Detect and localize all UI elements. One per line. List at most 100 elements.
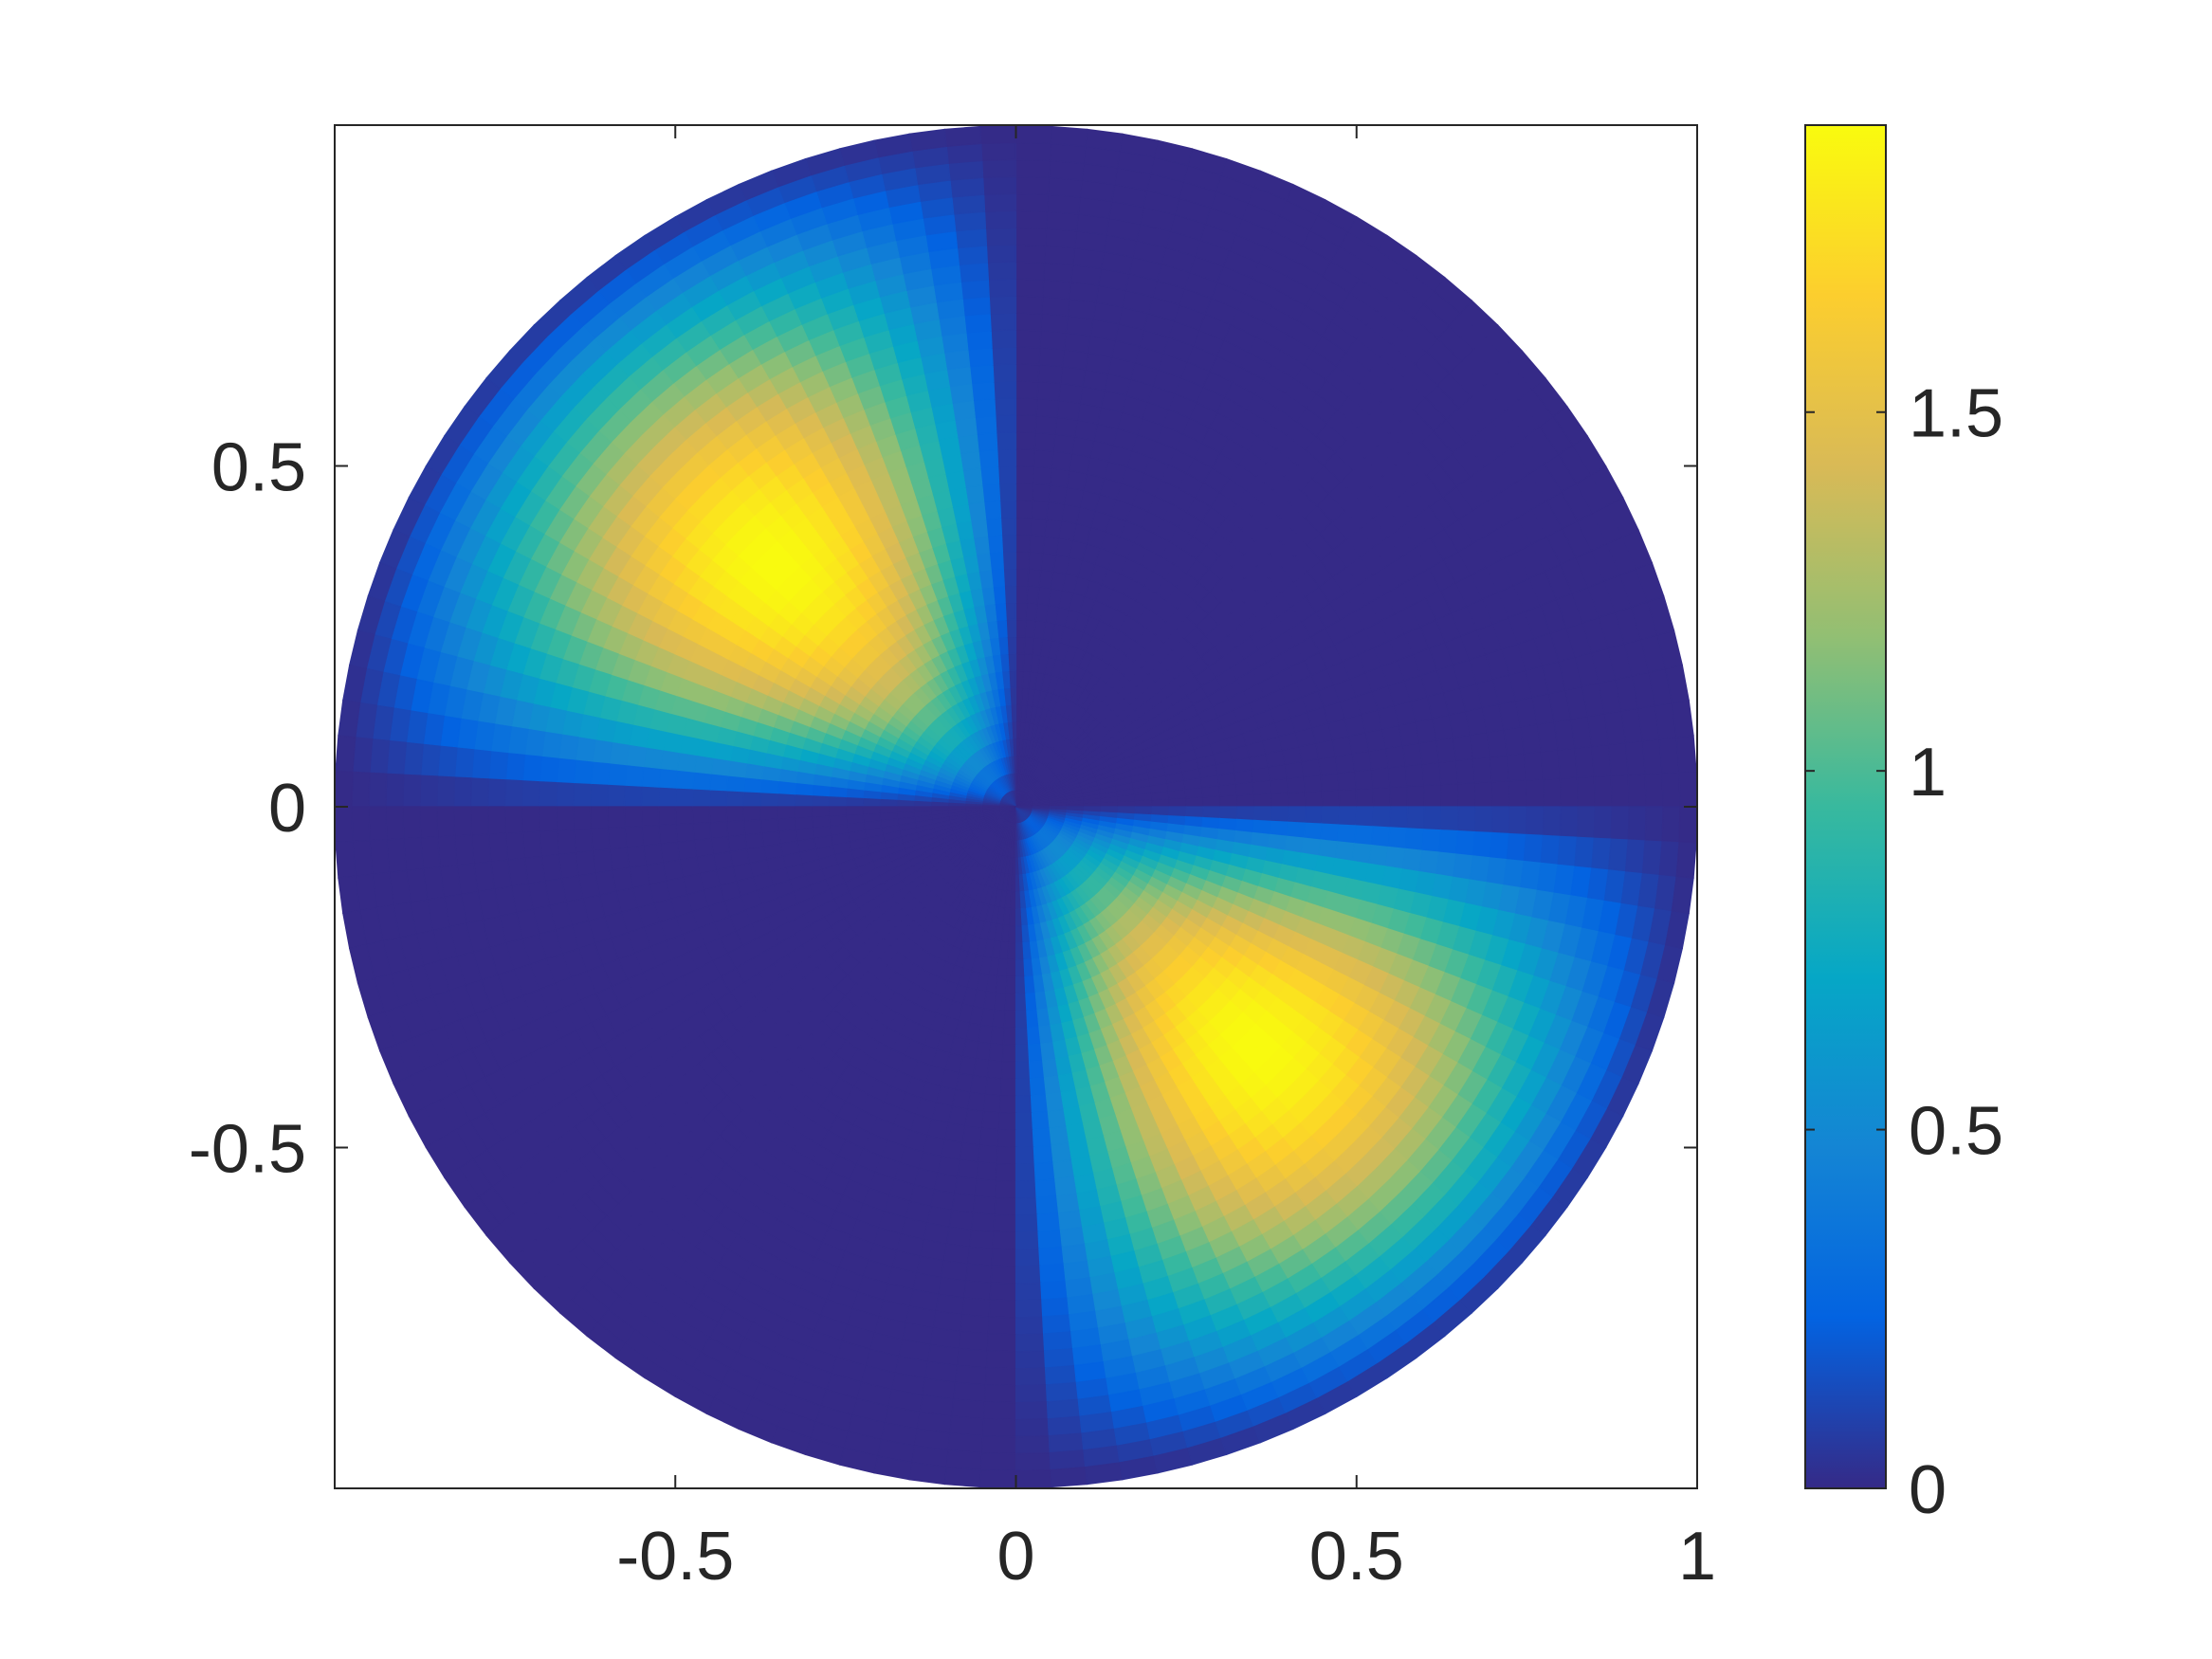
heatmap-cell (1235, 817, 1255, 832)
heatmap-cell (972, 1058, 990, 1079)
heatmap-cell (521, 830, 542, 860)
heatmap-cell (1506, 753, 1527, 782)
heatmap-cell (1015, 363, 1040, 383)
heatmap-cell (1678, 806, 1698, 844)
heatmap-cell (1385, 845, 1407, 869)
x-tick-label: 0.5 (1309, 1519, 1404, 1595)
heatmap-cell (402, 774, 422, 808)
heatmap-cell (1015, 448, 1035, 467)
heatmap-cell (1039, 1263, 1067, 1284)
heatmap-cell (658, 824, 678, 846)
heatmap-cell (1049, 1449, 1087, 1471)
heatmap-cell (504, 831, 526, 861)
heatmap-cell (983, 1094, 1002, 1114)
heatmap-cell (1015, 567, 1030, 587)
heatmap-cell (351, 806, 371, 843)
heatmap-cell (1015, 312, 1043, 332)
heatmap-cell (1287, 791, 1307, 808)
heatmap-cell (951, 1193, 976, 1214)
heatmap-cell (991, 1248, 1017, 1267)
heatmap-cell (956, 1348, 989, 1369)
heatmap-cell (976, 1161, 998, 1182)
heatmap-cell (1045, 1381, 1079, 1403)
heatmap-cell (1015, 431, 1036, 450)
heatmap-cell (1007, 941, 1017, 961)
heatmap-cell (992, 1231, 1017, 1250)
heatmap-cell (794, 782, 814, 797)
heatmap-cell (996, 431, 1017, 450)
heatmap-cell (1015, 958, 1026, 978)
heatmap-cell (521, 780, 540, 808)
heatmap-cell (984, 517, 1003, 537)
heatmap-cell (1015, 192, 1049, 212)
heatmap-cell (369, 738, 391, 775)
heatmap-cell (1015, 550, 1031, 570)
heatmap-cell (998, 1095, 1017, 1114)
heatmap-cell (981, 483, 1001, 503)
heatmap-cell (1015, 1316, 1045, 1336)
heatmap-cell (989, 1282, 1017, 1302)
heatmap-cell (1015, 1468, 1052, 1489)
heatmap-cell (385, 806, 405, 841)
heatmap-cell (1525, 806, 1545, 835)
heatmap-cell (983, 210, 1017, 229)
heatmap-cell (1015, 295, 1044, 315)
heatmap-cell (1269, 777, 1289, 794)
heatmap-cell (625, 744, 647, 769)
heatmap-cell (984, 227, 1017, 246)
heatmap-cell (996, 1163, 1017, 1182)
heatmap-cell (1052, 1158, 1075, 1180)
heatmap-cell (1474, 781, 1494, 808)
heatmap-cell (1387, 826, 1408, 848)
heatmap-cell (963, 1280, 992, 1301)
heatmap-cell (1525, 778, 1545, 808)
heatmap-cell (960, 1314, 990, 1335)
heatmap-cell (992, 1009, 1006, 1029)
heatmap-cell (982, 1418, 1017, 1438)
heatmap-cell (1015, 1095, 1033, 1114)
heatmap-cell (1044, 1364, 1077, 1386)
heatmap-cell (862, 797, 881, 808)
heatmap-cell (1372, 786, 1392, 808)
heatmap-cell (1049, 142, 1087, 164)
heatmap-cell (975, 1041, 992, 1062)
heatmap-cell (487, 751, 509, 781)
heatmap-cell (1015, 635, 1026, 655)
heatmap-cell (1004, 601, 1017, 621)
heatmap-cell (1031, 483, 1051, 503)
heatmap-cell (1236, 793, 1255, 808)
heatmap-cell (981, 1110, 1001, 1131)
heatmap-cell (659, 841, 681, 864)
heatmap-cell (1054, 1176, 1078, 1197)
heatmap-cell (997, 483, 1017, 501)
heatmap-cell (1015, 1010, 1029, 1030)
heatmap-cell (590, 761, 611, 787)
heatmap-cell (777, 781, 796, 796)
heatmap-cell (961, 296, 991, 317)
heatmap-cell (988, 295, 1017, 315)
heatmap-cell (503, 779, 523, 808)
heatmap-cell (1009, 907, 1017, 927)
heatmap-cell (1015, 1401, 1049, 1421)
heatmap-cell (1015, 669, 1024, 689)
heatmap-cell (1015, 584, 1029, 604)
heatmap-cell (504, 753, 526, 782)
heatmap-cell (972, 1195, 996, 1216)
heatmap-cell (1045, 501, 1065, 522)
heatmap-cell (1042, 1331, 1074, 1352)
heatmap-cell (970, 1212, 996, 1233)
heatmap-cell (1051, 450, 1073, 471)
heatmap-cell (913, 800, 932, 808)
heatmap-cell (1015, 465, 1034, 484)
heatmap-cell (1001, 550, 1017, 570)
heatmap-cell (953, 210, 987, 232)
heatmap-cell (572, 806, 592, 831)
heatmap-cell (1015, 1418, 1050, 1438)
heatmap-cell (1010, 891, 1017, 910)
heatmap-cell (1593, 775, 1613, 808)
heatmap-cell (538, 781, 558, 808)
heatmap-cell (777, 793, 795, 808)
heatmap-cell (1252, 779, 1272, 795)
heatmap-cell (1624, 838, 1646, 874)
heatmap-cell (369, 839, 391, 875)
